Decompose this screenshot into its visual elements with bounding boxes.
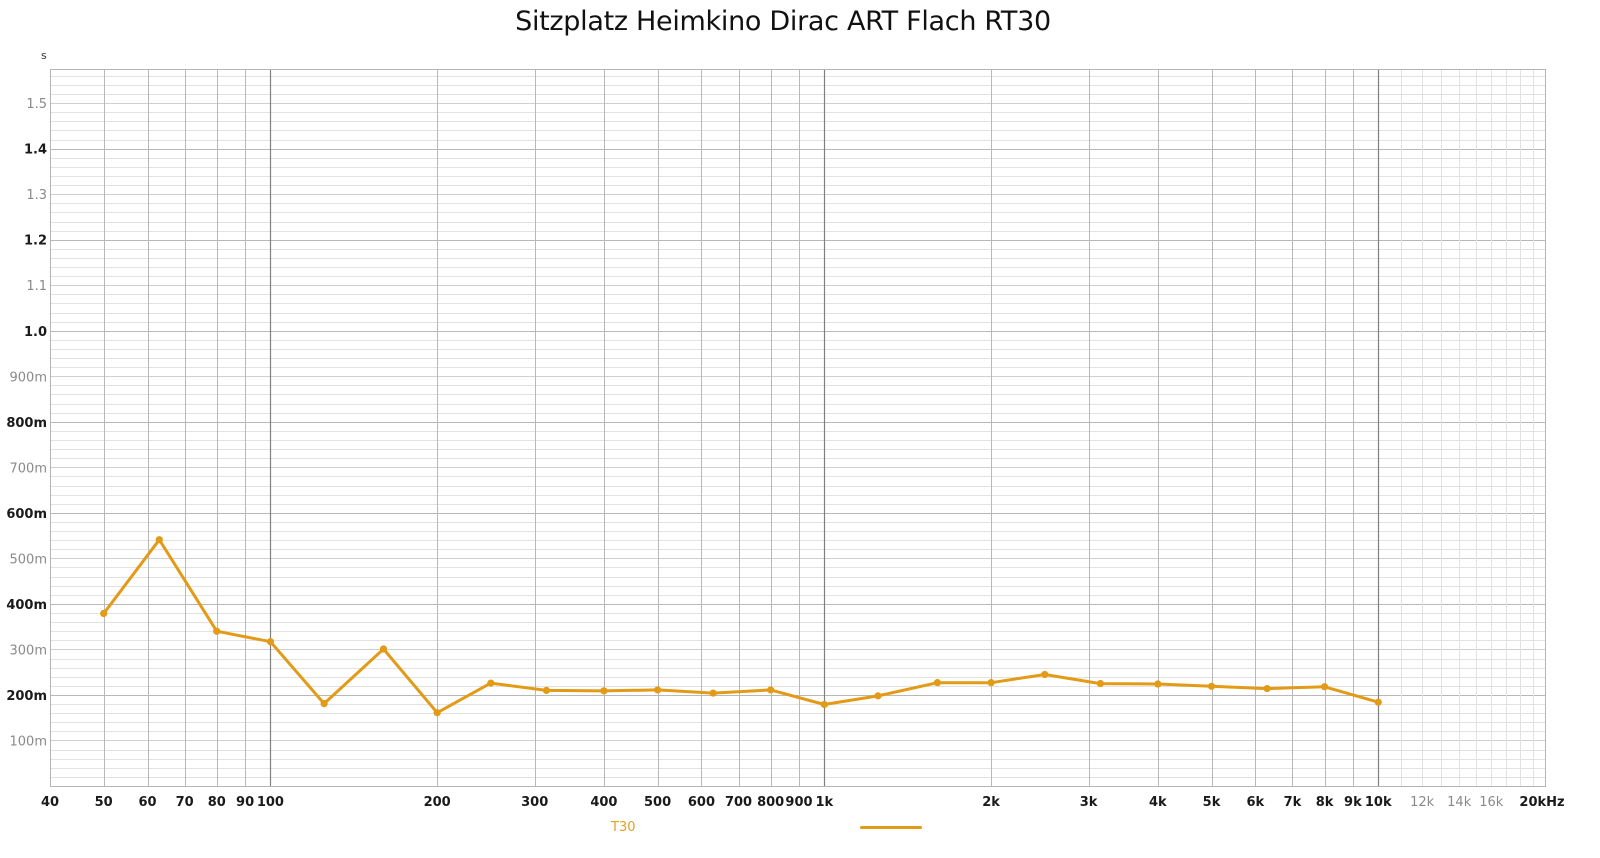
y-tick-label: 200m (6, 689, 47, 704)
y-tick-label: 600m (6, 507, 47, 522)
data-point[interactable] (155, 536, 163, 544)
x-tick-label: 12k (1410, 795, 1435, 810)
y-tick-label: 300m (10, 643, 47, 658)
series-t30[interactable] (100, 536, 1382, 717)
legend-swatch-t30 (860, 826, 922, 829)
x-tick-label: 5k (1203, 795, 1221, 810)
data-point[interactable] (767, 686, 775, 694)
x-tick-label: 700 (725, 795, 752, 810)
x-tick-label: 50 (95, 795, 113, 810)
x-tick-label: 70 (176, 795, 194, 810)
x-tick-label: 600 (688, 795, 715, 810)
data-point[interactable] (1207, 682, 1216, 690)
x-tick-label: 20kHz (1519, 795, 1564, 810)
x-tick-label: 6k (1247, 795, 1265, 810)
x-tick-label: 14k (1447, 795, 1472, 810)
data-point[interactable] (1154, 680, 1162, 688)
x-tick-label: 9k (1344, 795, 1362, 810)
y-tick-label: 100m (10, 734, 47, 749)
data-point[interactable] (820, 700, 828, 709)
data-point[interactable] (987, 679, 995, 687)
y-tick-label: 1.4 (24, 143, 47, 158)
chart-title: Sitzplatz Heimkino Dirac ART Flach RT30 (515, 6, 1051, 37)
data-point[interactable] (933, 679, 942, 687)
y-tick-label: 700m (10, 461, 47, 476)
x-tick-label: 4k (1149, 795, 1167, 810)
x-tick-label: 200 (424, 795, 451, 810)
x-tick-label: 500 (644, 795, 671, 810)
x-tick-label: 800 (757, 795, 784, 810)
data-point[interactable] (709, 689, 717, 697)
y-tick-label: 800m (6, 416, 47, 431)
y-tick-label: 1.1 (26, 279, 47, 294)
data-point[interactable] (266, 638, 275, 646)
x-tick-label: 7k (1284, 795, 1302, 810)
data-point[interactable] (542, 686, 551, 695)
x-tick-label: 400 (590, 795, 617, 810)
x-tick-label: 300 (521, 795, 548, 810)
data-point[interactable] (433, 709, 441, 717)
x-tick-label: 60 (138, 795, 156, 810)
x-tick-label: 8k (1316, 795, 1334, 810)
plot-frame (50, 69, 1546, 787)
y-tick-label: 900m (10, 370, 47, 385)
data-point[interactable] (487, 679, 495, 687)
x-axis-tick-labels: 40 50 60 70 80 90 100 200 300 400 500 600 700 800 900 1… (41, 795, 1565, 810)
data-point[interactable] (100, 609, 108, 618)
data-point[interactable] (379, 645, 388, 653)
y-tick-label: 1.3 (26, 188, 47, 203)
data-point[interactable] (1374, 698, 1382, 706)
x-tick-label: 10k (1365, 795, 1392, 810)
data-point[interactable] (1263, 684, 1271, 693)
grid-lines (50, 69, 1545, 786)
x-tick-label: 80 (208, 795, 226, 810)
y-tick-label: 400m (6, 598, 47, 613)
data-point[interactable] (213, 627, 221, 635)
y-axis-tick-labels: 1.5 1.4 1.3 1.2 1.1 1.0 900m 800m 700m 600m 500m 40… (6, 97, 47, 749)
y-tick-label: 500m (10, 552, 47, 567)
x-tick-label: 100 (257, 795, 284, 810)
data-point[interactable] (1096, 679, 1104, 688)
x-tick-label: 16k (1479, 795, 1504, 810)
x-tick-label: 900 (785, 795, 812, 810)
data-point[interactable] (653, 686, 662, 694)
y-tick-label: 1.0 (24, 325, 47, 340)
x-tick-label: 90 (236, 795, 254, 810)
x-tick-label: 1k (815, 795, 833, 810)
y-tick-label: 1.5 (26, 97, 47, 112)
data-point[interactable] (320, 700, 328, 708)
x-tick-label: 40 (41, 795, 59, 810)
y-tick-label: 1.2 (24, 234, 47, 249)
series-line (102, 538, 1379, 715)
x-tick-label: 2k (982, 795, 1000, 810)
data-point[interactable] (1041, 670, 1049, 679)
data-point[interactable] (1320, 683, 1329, 691)
data-point[interactable] (874, 692, 882, 700)
y-axis-unit: s (41, 49, 47, 62)
data-point[interactable] (600, 687, 608, 695)
x-tick-label: 3k (1080, 795, 1098, 810)
legend-label-t30[interactable]: T30 (611, 820, 636, 835)
